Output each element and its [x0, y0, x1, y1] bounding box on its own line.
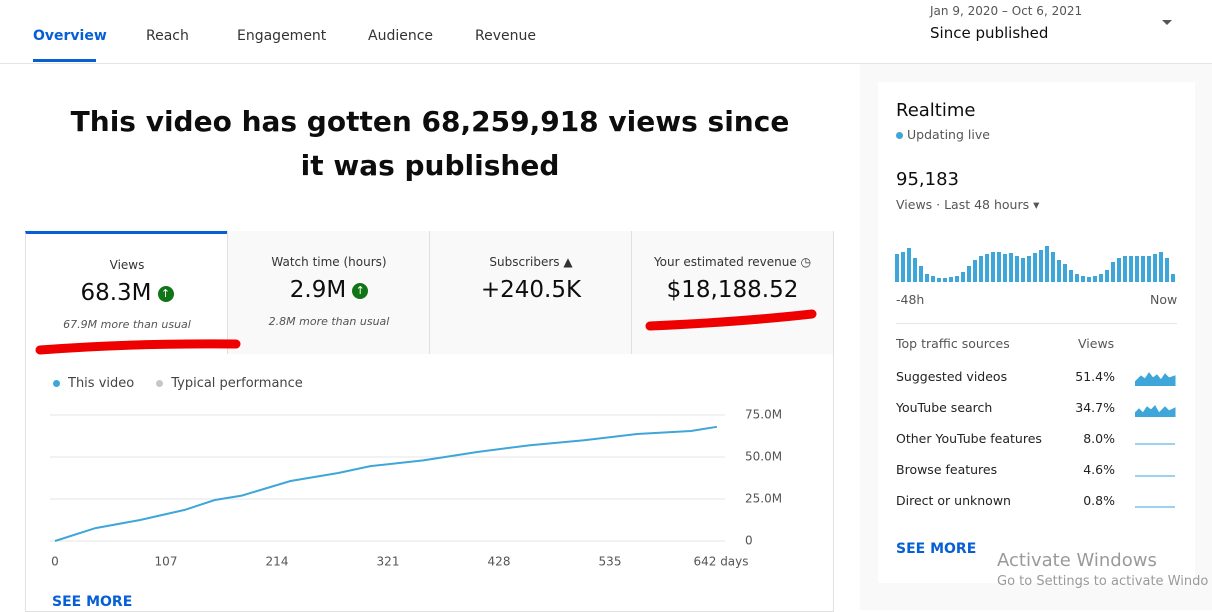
sparkline: [1135, 372, 1176, 386]
metric-label: Watch time (hours): [271, 255, 387, 269]
traffic-share: 4.6%: [1083, 462, 1115, 477]
legend-label: Typical performance: [171, 376, 303, 391]
tab[interactable]: Reach: [146, 28, 189, 44]
date-range-label[interactable]: Since published: [930, 24, 1049, 42]
x-tick-label: 0: [51, 555, 59, 569]
y-tick-label: 75.0M: [745, 408, 782, 422]
x-tick-label: 214: [266, 555, 289, 569]
traffic-source: Browse features: [896, 462, 998, 477]
top-bar: [0, 0, 1212, 64]
scribbles: [35, 309, 817, 355]
metric-value: 68.3M: [80, 280, 152, 306]
table-header: Views: [1078, 336, 1115, 351]
metric-note: 2.8M more than usual: [268, 315, 390, 328]
period-text: Views · Last 48 hours: [896, 197, 1030, 212]
traffic-share: 8.0%: [1083, 431, 1115, 446]
traffic-source: Suggested videos: [896, 369, 1008, 384]
metric-label-text: Your estimated revenue: [653, 255, 797, 269]
date-range[interactable]: Jan 9, 2020 – Oct 6, 2021: [930, 4, 1083, 18]
x-tick-label: 107: [155, 555, 178, 569]
traffic-share: 51.4%: [1075, 369, 1115, 384]
metric-label: Subscribers ▲: [489, 255, 573, 269]
legend-label: This video: [68, 376, 135, 391]
x-tick-label: 642 days: [693, 555, 748, 569]
realtime-card: [878, 82, 1195, 583]
tab[interactable]: Revenue: [475, 28, 536, 44]
metric-card[interactable]: Watch time (hours) 2.9M ↑ 2.8M more than us…: [227, 231, 430, 354]
dropdown-arrow[interactable]: [1162, 20, 1172, 25]
x-tick-label: 321: [377, 555, 400, 569]
axis-start: -48h: [896, 292, 925, 307]
tab-indicator: [33, 59, 96, 62]
divider: [896, 323, 1177, 324]
metric-card[interactable]: Views 68.3M ↑ 67.9M more than usual: [25, 231, 228, 354]
watermark-title: Activate Windows: [997, 550, 1157, 571]
see-more[interactable]: SEE MORE: [52, 594, 133, 610]
up-icon: ↑: [352, 282, 369, 299]
legend: This video Typical performance: [53, 376, 303, 391]
metric-value: 2.9M: [289, 277, 347, 303]
sparkline: [1135, 405, 1176, 417]
metric-label: Your estimated revenue ◷: [653, 255, 812, 269]
y-tick-label: 50.0M: [745, 450, 782, 464]
y-tick-label: 25.0M: [745, 492, 782, 506]
metric-label: Views: [109, 258, 145, 272]
realtime-histogram: [895, 246, 1175, 282]
metric-card[interactable]: Your estimated revenue ◷ $18,188.52: [631, 231, 833, 354]
tab[interactable]: Audience: [368, 28, 434, 44]
realtime-period[interactable]: Views · Last 48 hours ▾: [896, 197, 1040, 212]
realtime-title: Realtime: [896, 100, 976, 121]
x-tick-label: 428: [488, 555, 511, 569]
tab[interactable]: Overview: [33, 28, 107, 44]
traffic-source: YouTube search: [896, 400, 993, 415]
traffic-source: Direct or unknown: [896, 493, 1011, 508]
metric-label-text: Subscribers: [489, 255, 560, 269]
metric-note: 67.9M more than usual: [63, 318, 191, 331]
see-more[interactable]: SEE MORE: [896, 541, 977, 557]
metric-card[interactable]: Subscribers ▲ +240.5K: [429, 231, 632, 354]
status-text: Updating live: [907, 127, 990, 142]
sparkline: [1135, 443, 1175, 445]
metric-value: +240.5K: [480, 277, 582, 303]
headline: This video has gotten 68,259,918 views s…: [70, 105, 790, 182]
chart: 0 25.0M 50.0M 75.0M 0 107 214 321 428 535 642 days: [50, 408, 782, 569]
y-tick-label: 0: [745, 534, 753, 548]
realtime-count: 95,183: [896, 169, 959, 190]
live-dot: [896, 132, 903, 139]
axis-end: Now: [1150, 292, 1178, 307]
traffic-source: Other YouTube features: [896, 431, 1042, 446]
sparkline: [1135, 475, 1175, 477]
legend-dot: [156, 380, 164, 387]
data-line: [54, 425, 718, 542]
metric-value: $18,188.52: [666, 277, 799, 303]
table-header: Top traffic sources: [896, 336, 1010, 351]
sparkline: [1135, 506, 1175, 508]
up-icon: ↑: [157, 285, 174, 302]
watermark-text: Go to Settings to activate Windo: [997, 574, 1209, 589]
traffic-share: 34.7%: [1075, 400, 1115, 415]
legend-dot: [53, 380, 60, 387]
traffic-share: 0.8%: [1083, 493, 1115, 508]
tab[interactable]: Engagement: [237, 28, 327, 44]
realtime-status: Updating live: [896, 127, 990, 142]
x-tick-label: 535: [599, 555, 622, 569]
